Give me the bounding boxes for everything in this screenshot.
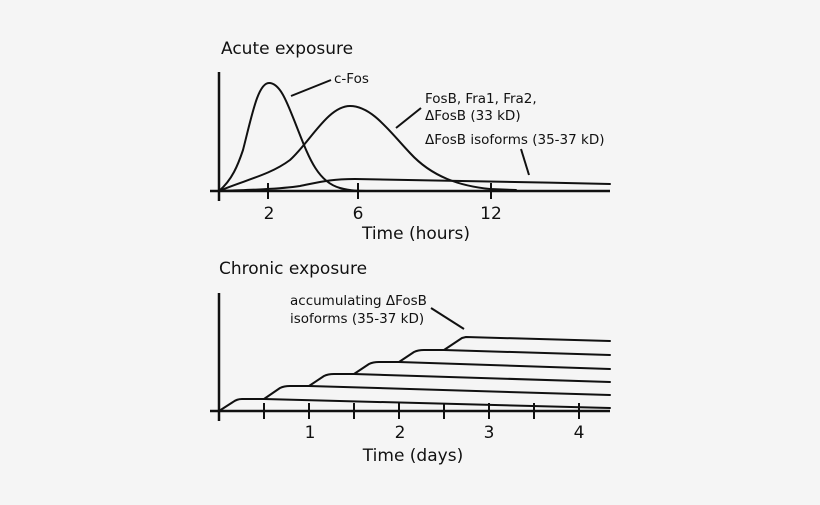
chronic-curve-6 [443,336,611,351]
chronic-curve-2 [263,385,611,400]
acute-panel: Acute exposure c-Fos FosB, Fra1, Fra2, Δ… [210,39,611,244]
chronic-tick-label-1: 1 [305,423,316,443]
acute-x-label: Time (hours) [361,224,470,244]
chronic-curve-4 [353,361,611,375]
fosb-label-line1: FosB, Fra1, Fra2, [425,91,537,107]
fosb-label-line2: ΔFosB (33 kD) [425,108,521,124]
isoform-label: ΔFosB isoforms (35-37 kD) [425,132,604,148]
isoform-leader [520,148,530,176]
accumulating-leader [430,307,465,330]
chronic-panel: Chronic exposure accumulating ΔFosB isof… [210,259,611,466]
chronic-tick-label-2: 2 [395,423,406,443]
chronic-curve-1 [218,398,611,412]
accumulating-label-line1: accumulating ΔFosB [290,293,427,309]
chronic-curve-3 [308,373,611,387]
fosb-curve [218,105,517,192]
chronic-tick-label-4: 4 [574,423,585,443]
fosb-leader [395,107,422,129]
acute-tick-label-12: 12 [480,204,502,224]
chronic-x-label: Time (days) [362,446,463,466]
accumulating-label-line2: isoforms (35-37 kD) [290,311,424,327]
dfosb-isoform-curve [218,178,611,192]
cfos-curve [218,82,376,192]
acute-tick-label-2: 2 [264,204,275,224]
chronic-curve-5 [398,349,611,363]
cfos-leader [290,79,332,97]
acute-tick-label-6: 6 [353,204,364,224]
cfos-label: c-Fos [334,71,369,87]
acute-title: Acute exposure [221,39,353,59]
chronic-tick-label-3: 3 [484,423,495,443]
chronic-title: Chronic exposure [219,259,367,279]
